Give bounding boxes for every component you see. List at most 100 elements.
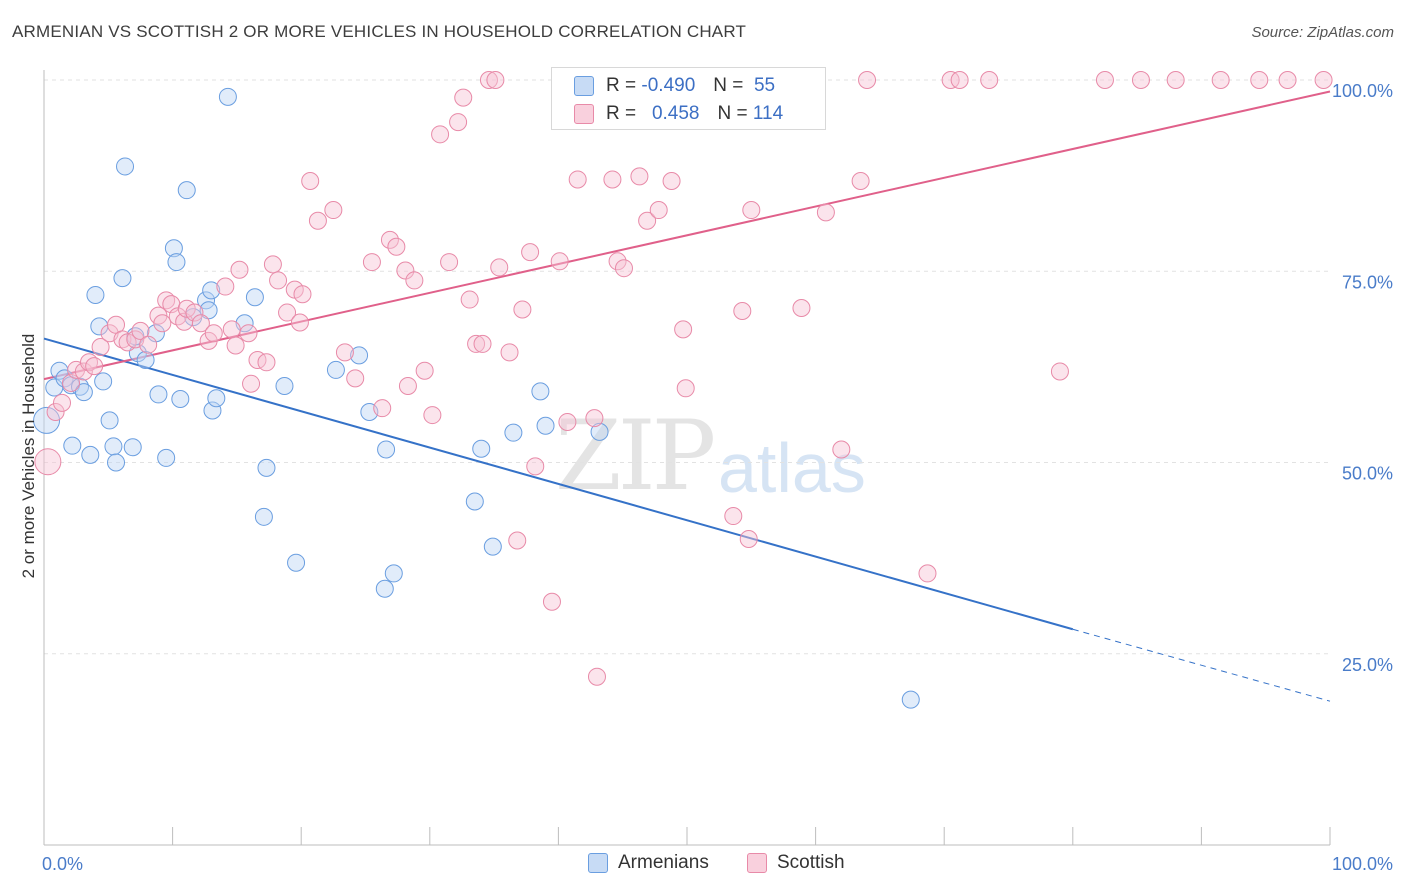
y-tick-label-25: 25.0% bbox=[1342, 655, 1393, 675]
scottish-point bbox=[733, 302, 752, 321]
scottish-point bbox=[550, 252, 569, 271]
scottish-point bbox=[269, 271, 288, 290]
trend-line-armenians bbox=[43, 337, 1074, 631]
armenians-point bbox=[100, 411, 119, 430]
scottish-point bbox=[500, 343, 519, 362]
axes bbox=[43, 70, 1331, 846]
scottish-point bbox=[53, 393, 72, 412]
scottish-point bbox=[398, 377, 417, 395]
armenians-point bbox=[472, 439, 491, 458]
armenians-point bbox=[326, 360, 345, 379]
scottish-point bbox=[373, 399, 392, 418]
scottish-r-value: 0.458 bbox=[651, 103, 700, 124]
armenians-point bbox=[536, 416, 555, 435]
scottish-point bbox=[335, 343, 354, 362]
scottish-point bbox=[216, 277, 235, 296]
scottish-n-label: N = bbox=[717, 103, 748, 124]
armenians-point bbox=[350, 346, 369, 365]
scottish-point bbox=[293, 285, 312, 304]
scottish-point bbox=[74, 362, 93, 381]
x-tick-label-100: 100.0% bbox=[1332, 854, 1393, 874]
scottish-point bbox=[603, 170, 622, 189]
scottish-r-label: R = bbox=[606, 103, 637, 124]
watermark-zip: ZIP bbox=[555, 400, 716, 512]
scottish-point bbox=[405, 271, 424, 290]
scottish-point bbox=[46, 403, 65, 422]
scottish-point bbox=[724, 507, 743, 526]
scottish-point bbox=[301, 171, 320, 190]
armenians-point bbox=[107, 453, 126, 472]
scottish-point bbox=[308, 211, 327, 230]
scottish-point bbox=[185, 303, 204, 322]
scottish-point bbox=[479, 71, 498, 89]
scottish-point bbox=[1131, 71, 1150, 89]
armenians-point bbox=[287, 553, 306, 572]
armenians-point bbox=[33, 406, 61, 434]
legend-armenians-label: Armenians bbox=[618, 852, 709, 873]
chart-title: ARMENIAN VS SCOTTISH 2 OR MORE VEHICLES … bbox=[12, 22, 747, 41]
armenians-point bbox=[254, 507, 273, 526]
scottish-point bbox=[396, 261, 415, 280]
gridlines bbox=[44, 79, 1330, 655]
armenians-point bbox=[171, 390, 190, 409]
scottish-point bbox=[191, 314, 210, 333]
scottish-n-value: 114 bbox=[752, 103, 784, 124]
armenians-point bbox=[81, 445, 100, 464]
armenians-point bbox=[202, 281, 221, 300]
series-scottish-points bbox=[34, 71, 1333, 686]
scottish-point bbox=[662, 171, 681, 190]
armenians-point bbox=[207, 389, 226, 408]
scottish-point bbox=[263, 255, 282, 274]
source-label: Source: ZipAtlas.com bbox=[1251, 24, 1394, 41]
scottish-point bbox=[630, 167, 649, 186]
armenians-point bbox=[63, 436, 82, 455]
scottish-point bbox=[508, 531, 527, 550]
trend-line-scottish bbox=[43, 90, 1331, 381]
scottish-point bbox=[346, 369, 365, 388]
legend-armenians-swatch bbox=[588, 853, 608, 873]
armenians-point bbox=[74, 383, 93, 402]
stats-legend-box: R = -0.490 N = 55 R = 0.458 N = 114 bbox=[551, 67, 826, 130]
tick-labels: 25.0% 50.0% 75.0% 100.0% 0.0% 100.0% bbox=[42, 81, 1393, 874]
armenians-point bbox=[465, 492, 484, 511]
armenians-point bbox=[531, 382, 550, 401]
armenians-point bbox=[483, 537, 502, 556]
scottish-point bbox=[980, 71, 999, 89]
armenians-point bbox=[257, 458, 276, 477]
scottish-point bbox=[587, 667, 606, 686]
trend-line-armenians-extension bbox=[1072, 628, 1331, 702]
scottish-point bbox=[674, 320, 693, 339]
scottish-point bbox=[449, 113, 468, 132]
y-tick-label-75: 75.0% bbox=[1342, 272, 1393, 292]
legend-item-scottish[interactable]: Scottish bbox=[747, 852, 845, 874]
scottish-point bbox=[423, 406, 442, 425]
scottish-point bbox=[204, 324, 223, 343]
armenians-point bbox=[590, 422, 609, 441]
armenians-point bbox=[177, 181, 196, 200]
scottish-point bbox=[113, 330, 132, 349]
legend-scottish-label: Scottish bbox=[777, 852, 845, 873]
x-tick-label-0: 0.0% bbox=[42, 854, 83, 874]
scottish-point bbox=[85, 357, 104, 376]
scottish-point bbox=[1211, 71, 1230, 89]
scottish-point bbox=[792, 298, 811, 317]
armenians-point bbox=[136, 350, 155, 369]
armenians-r-label: R = bbox=[606, 75, 637, 96]
scottish-point bbox=[941, 71, 960, 89]
scottish-point bbox=[242, 374, 261, 393]
armenians-point bbox=[157, 448, 176, 467]
armenians-point bbox=[123, 438, 142, 457]
scottish-point bbox=[542, 592, 561, 611]
armenians-point bbox=[104, 437, 123, 456]
armenians-point bbox=[901, 690, 920, 709]
scottish-point bbox=[614, 259, 633, 278]
trend-lines bbox=[43, 90, 1331, 702]
y-tick-label-50: 50.0% bbox=[1342, 464, 1393, 484]
armenians-point bbox=[94, 372, 113, 391]
armenians-point bbox=[375, 579, 394, 598]
legend-item-armenians[interactable]: Armenians bbox=[588, 852, 709, 874]
scottish-point bbox=[131, 321, 150, 340]
scottish-point bbox=[387, 237, 406, 256]
scottish-point bbox=[1166, 71, 1185, 89]
scottish-point bbox=[415, 361, 434, 380]
